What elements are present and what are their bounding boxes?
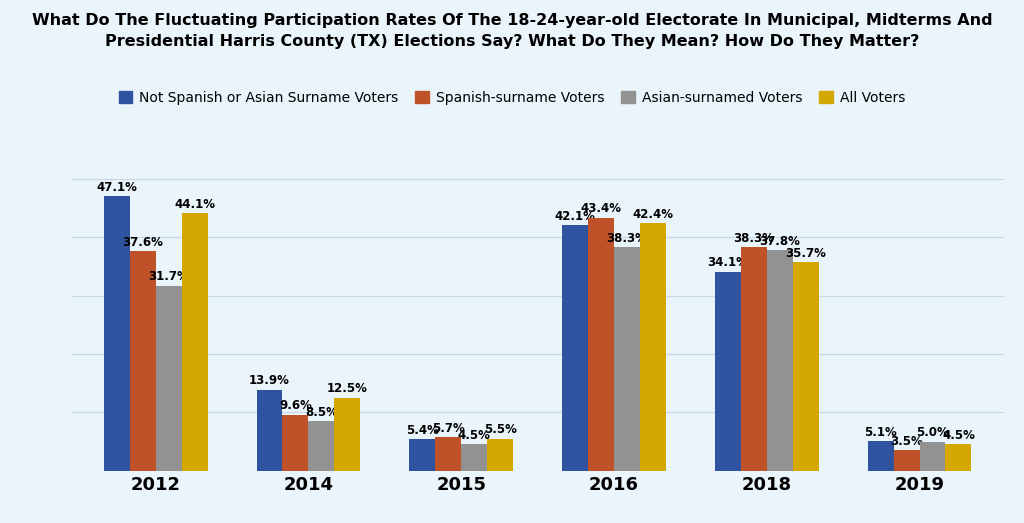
Bar — [640, 223, 666, 471]
Bar — [308, 421, 335, 471]
Text: 38.3%: 38.3% — [606, 232, 647, 245]
Text: Presidential Harris County (TX) Elections Say? What Do They Mean? How Do They Ma: Presidential Harris County (TX) Election… — [104, 34, 920, 49]
Text: 38.3%: 38.3% — [733, 232, 774, 245]
Text: 5.1%: 5.1% — [864, 426, 897, 439]
Bar — [461, 445, 487, 471]
Legend: Not Spanish or Asian Surname Voters, Spanish-surname Voters, Asian-surnamed Vote: Not Spanish or Asian Surname Voters, Spa… — [116, 88, 908, 108]
Text: 5.0%: 5.0% — [916, 426, 949, 439]
Text: 4.5%: 4.5% — [458, 429, 490, 442]
Bar — [793, 263, 818, 471]
Bar — [767, 250, 793, 471]
Bar — [410, 439, 435, 471]
Bar — [435, 437, 461, 471]
Bar — [588, 218, 614, 471]
Text: 35.7%: 35.7% — [785, 247, 826, 260]
Text: 37.6%: 37.6% — [122, 236, 163, 249]
Text: 43.4%: 43.4% — [581, 202, 622, 215]
Bar — [283, 415, 308, 471]
Text: 42.1%: 42.1% — [555, 210, 596, 223]
Text: 12.5%: 12.5% — [327, 382, 368, 395]
Text: 31.7%: 31.7% — [148, 270, 189, 283]
Text: 37.8%: 37.8% — [759, 235, 800, 248]
Text: 5.4%: 5.4% — [406, 424, 438, 437]
Bar — [740, 247, 767, 471]
Bar — [920, 441, 945, 471]
Bar — [894, 450, 920, 471]
Bar — [156, 286, 181, 471]
Bar — [867, 441, 894, 471]
Bar — [945, 445, 972, 471]
Text: 8.5%: 8.5% — [305, 406, 338, 419]
Bar — [715, 272, 740, 471]
Text: 4.5%: 4.5% — [942, 429, 975, 442]
Bar — [103, 196, 130, 471]
Text: 5.7%: 5.7% — [432, 422, 465, 435]
Bar — [130, 252, 156, 471]
Text: 44.1%: 44.1% — [174, 198, 215, 211]
Bar — [487, 439, 513, 471]
Text: 3.5%: 3.5% — [890, 435, 923, 448]
Bar — [257, 390, 283, 471]
Text: 47.1%: 47.1% — [96, 180, 137, 194]
Bar — [181, 213, 208, 471]
Text: 5.5%: 5.5% — [483, 423, 517, 436]
Text: 9.6%: 9.6% — [279, 400, 312, 412]
Bar — [562, 225, 588, 471]
Text: 34.1%: 34.1% — [708, 256, 749, 269]
Bar — [614, 247, 640, 471]
Bar — [335, 398, 360, 471]
Text: 42.4%: 42.4% — [633, 208, 674, 221]
Text: What Do The Fluctuating Participation Rates Of The 18-24-year-old Electorate In : What Do The Fluctuating Participation Ra… — [32, 13, 992, 28]
Text: 13.9%: 13.9% — [249, 374, 290, 387]
